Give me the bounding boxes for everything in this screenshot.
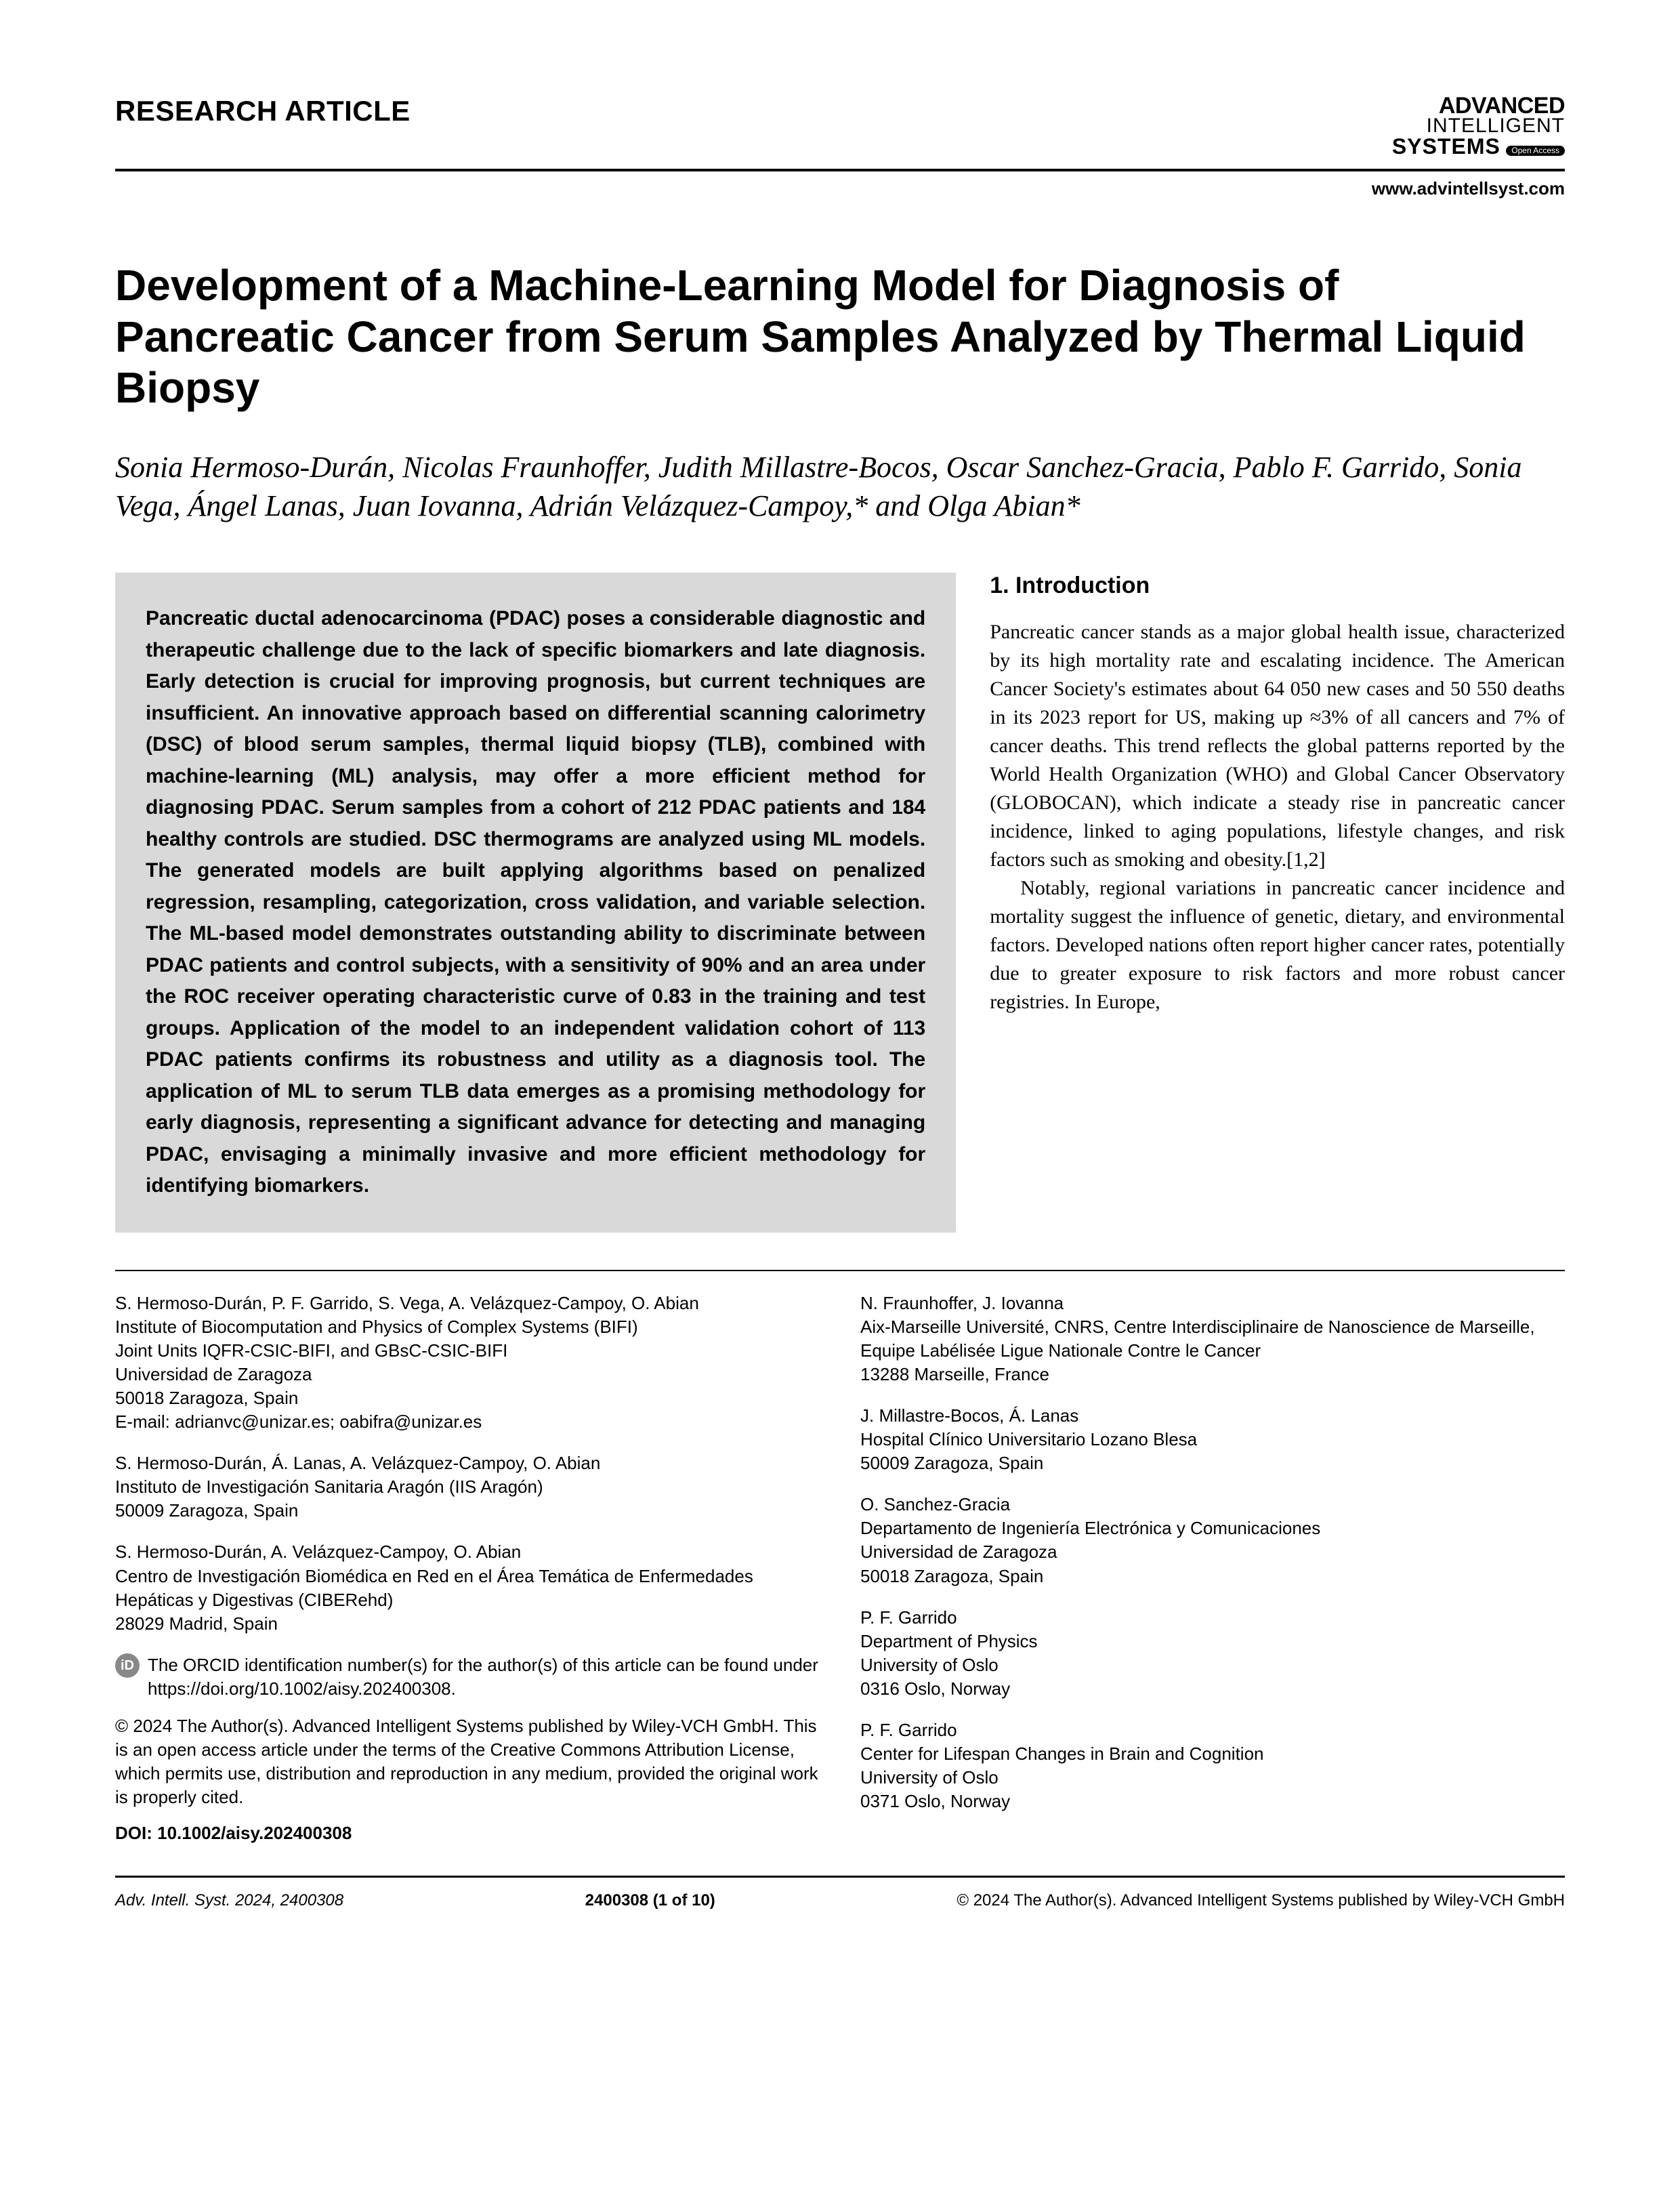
- affiliation-block: S. Hermoso-Durán, A. Velázquez-Campoy, O…: [115, 1540, 820, 1635]
- footer-citation: Adv. Intell. Syst. 2024, 2400308: [115, 1891, 343, 1910]
- affiliation-line: University of Oslo: [860, 1766, 1565, 1790]
- author-list: Sonia Hermoso-Durán, Nicolas Fraunhoffer…: [115, 448, 1565, 525]
- affiliation-line: 28029 Madrid, Spain: [115, 1612, 820, 1636]
- abstract-box: Pancreatic ductal adenocarcinoma (PDAC) …: [115, 573, 956, 1233]
- affiliation-block: N. Fraunhoffer, J. IovannaAix-Marseille …: [860, 1292, 1565, 1386]
- logo-line-2: INTELLIGENT: [1392, 117, 1565, 136]
- affiliation-line: 50009 Zaragoza, Spain: [860, 1451, 1565, 1475]
- doi-label: DOI: 10.1002/aisy.202400308: [115, 1821, 820, 1845]
- affiliation-block: J. Millastre-Bocos, Á. LanasHospital Clí…: [860, 1404, 1565, 1475]
- affiliation-left-column: S. Hermoso-Durán, P. F. Garrido, S. Vega…: [115, 1292, 820, 1846]
- affiliation-line: Joint Units IQFR-CSIC-BIFI, and GBsC-CSI…: [115, 1339, 820, 1363]
- affiliation-line: 13288 Marseille, France: [860, 1363, 1565, 1386]
- page: RESEARCH ARTICLE ADVANCED INTELLIGENT SY…: [0, 0, 1680, 2209]
- article-type-label: RESEARCH ARTICLE: [115, 95, 411, 127]
- affiliation-line: Department of Physics: [860, 1630, 1565, 1653]
- introduction-heading: 1. Introduction: [990, 573, 1565, 599]
- journal-url: www.advintellsyst.com: [115, 178, 1565, 199]
- affiliation-names: P. F. Garrido: [860, 1606, 1565, 1630]
- logo-line-3: SYSTEMS: [1392, 134, 1500, 159]
- affiliation-block: P. F. GarridoCenter for Lifespan Changes…: [860, 1718, 1565, 1813]
- journal-logo: ADVANCED INTELLIGENT SYSTEMS Open Access: [1392, 95, 1565, 157]
- affiliation-line: University of Oslo: [860, 1653, 1565, 1677]
- affiliation-block: O. Sanchez-GraciaDepartamento de Ingenie…: [860, 1493, 1565, 1588]
- affiliation-line: Centro de Investigación Biomédica en Red…: [115, 1565, 820, 1612]
- affiliation-line: 0371 Oslo, Norway: [860, 1790, 1565, 1813]
- affiliation-columns: S. Hermoso-Durán, P. F. Garrido, S. Vega…: [115, 1292, 1565, 1846]
- affiliation-line: Universidad de Zaragoza: [860, 1540, 1565, 1564]
- affiliation-names: N. Fraunhoffer, J. Iovanna: [860, 1292, 1565, 1315]
- abstract-text: Pancreatic ductal adenocarcinoma (PDAC) …: [146, 603, 925, 1202]
- affiliation-line: 50018 Zaragoza, Spain: [860, 1565, 1565, 1588]
- affiliation-line: Center for Lifespan Changes in Brain and…: [860, 1742, 1565, 1766]
- affiliation-line: Aix-Marseille Université, CNRS, Centre I…: [860, 1315, 1565, 1363]
- affiliation-names: S. Hermoso-Durán, A. Velázquez-Campoy, O…: [115, 1540, 820, 1564]
- affiliation-block: S. Hermoso-Durán, Á. Lanas, A. Velázquez…: [115, 1451, 820, 1523]
- open-access-badge: Open Access: [1506, 146, 1565, 156]
- affiliation-names: O. Sanchez-Gracia: [860, 1493, 1565, 1516]
- logo-line-1: ADVANCED: [1392, 95, 1565, 117]
- affiliation-names: S. Hermoso-Durán, P. F. Garrido, S. Vega…: [115, 1292, 820, 1315]
- orcid-row: iD The ORCID identification number(s) fo…: [115, 1653, 820, 1701]
- affiliation-line: 50009 Zaragoza, Spain: [115, 1499, 820, 1523]
- footer-divider: [115, 1876, 1565, 1878]
- affiliation-line: Instituto de Investigación Sanitaria Ara…: [115, 1475, 820, 1499]
- header-row: RESEARCH ARTICLE ADVANCED INTELLIGENT SY…: [115, 95, 1565, 171]
- affiliation-block: S. Hermoso-Durán, P. F. Garrido, S. Vega…: [115, 1292, 820, 1434]
- affiliation-right-column: N. Fraunhoffer, J. IovannaAix-Marseille …: [860, 1292, 1565, 1846]
- copyright-notice: © 2024 The Author(s). Advanced Intellige…: [115, 1714, 820, 1809]
- orcid-text: The ORCID identification number(s) for t…: [148, 1653, 820, 1701]
- journal-branding: ADVANCED INTELLIGENT SYSTEMS Open Access: [1392, 95, 1565, 157]
- affiliation-names: P. F. Garrido: [860, 1718, 1565, 1742]
- footer-page-number: 2400308 (1 of 10): [585, 1891, 715, 1910]
- affiliation-line: Institute of Biocomputation and Physics …: [115, 1315, 820, 1339]
- affiliation-line: Universidad de Zaragoza: [115, 1363, 820, 1386]
- affiliation-divider: [115, 1270, 1565, 1271]
- affiliation-line: 50018 Zaragoza, Spain: [115, 1386, 820, 1410]
- intro-paragraph-1: Pancreatic cancer stands as a major glob…: [990, 618, 1565, 874]
- footer-row: Adv. Intell. Syst. 2024, 2400308 2400308…: [115, 1891, 1565, 1910]
- abstract-intro-row: Pancreatic ductal adenocarcinoma (PDAC) …: [115, 573, 1565, 1233]
- affiliation-names: S. Hermoso-Durán, Á. Lanas, A. Velázquez…: [115, 1451, 820, 1475]
- affiliation-block: P. F. GarridoDepartment of PhysicsUniver…: [860, 1606, 1565, 1701]
- introduction-column: 1. Introduction Pancreatic cancer stands…: [990, 573, 1565, 1016]
- orcid-icon: iD: [115, 1653, 140, 1678]
- article-title: Development of a Machine-Learning Model …: [115, 260, 1565, 414]
- footer-copyright: © 2024 The Author(s). Advanced Intellige…: [957, 1891, 1565, 1910]
- affiliation-line: Hospital Clínico Universitario Lozano Bl…: [860, 1428, 1565, 1451]
- affiliation-line: Departamento de Ingeniería Electrónica y…: [860, 1516, 1565, 1540]
- affiliation-names: J. Millastre-Bocos, Á. Lanas: [860, 1404, 1565, 1428]
- affiliation-line: E-mail: adrianvc@unizar.es; oabifra@uniz…: [115, 1410, 820, 1434]
- intro-paragraph-2: Notably, regional variations in pancreat…: [990, 874, 1565, 1016]
- affiliation-line: 0316 Oslo, Norway: [860, 1677, 1565, 1701]
